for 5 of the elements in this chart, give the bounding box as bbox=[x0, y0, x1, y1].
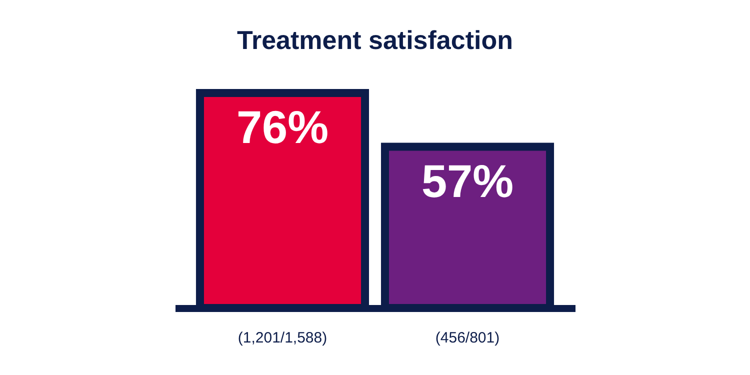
data-label: 57% bbox=[421, 154, 514, 207]
data-label: 76% bbox=[236, 101, 329, 153]
x-tick-label: (456/801) bbox=[435, 330, 500, 346]
x-tick-label: (1,201/1,588) bbox=[238, 330, 328, 346]
chart-title: Treatment satisfaction bbox=[237, 25, 513, 55]
